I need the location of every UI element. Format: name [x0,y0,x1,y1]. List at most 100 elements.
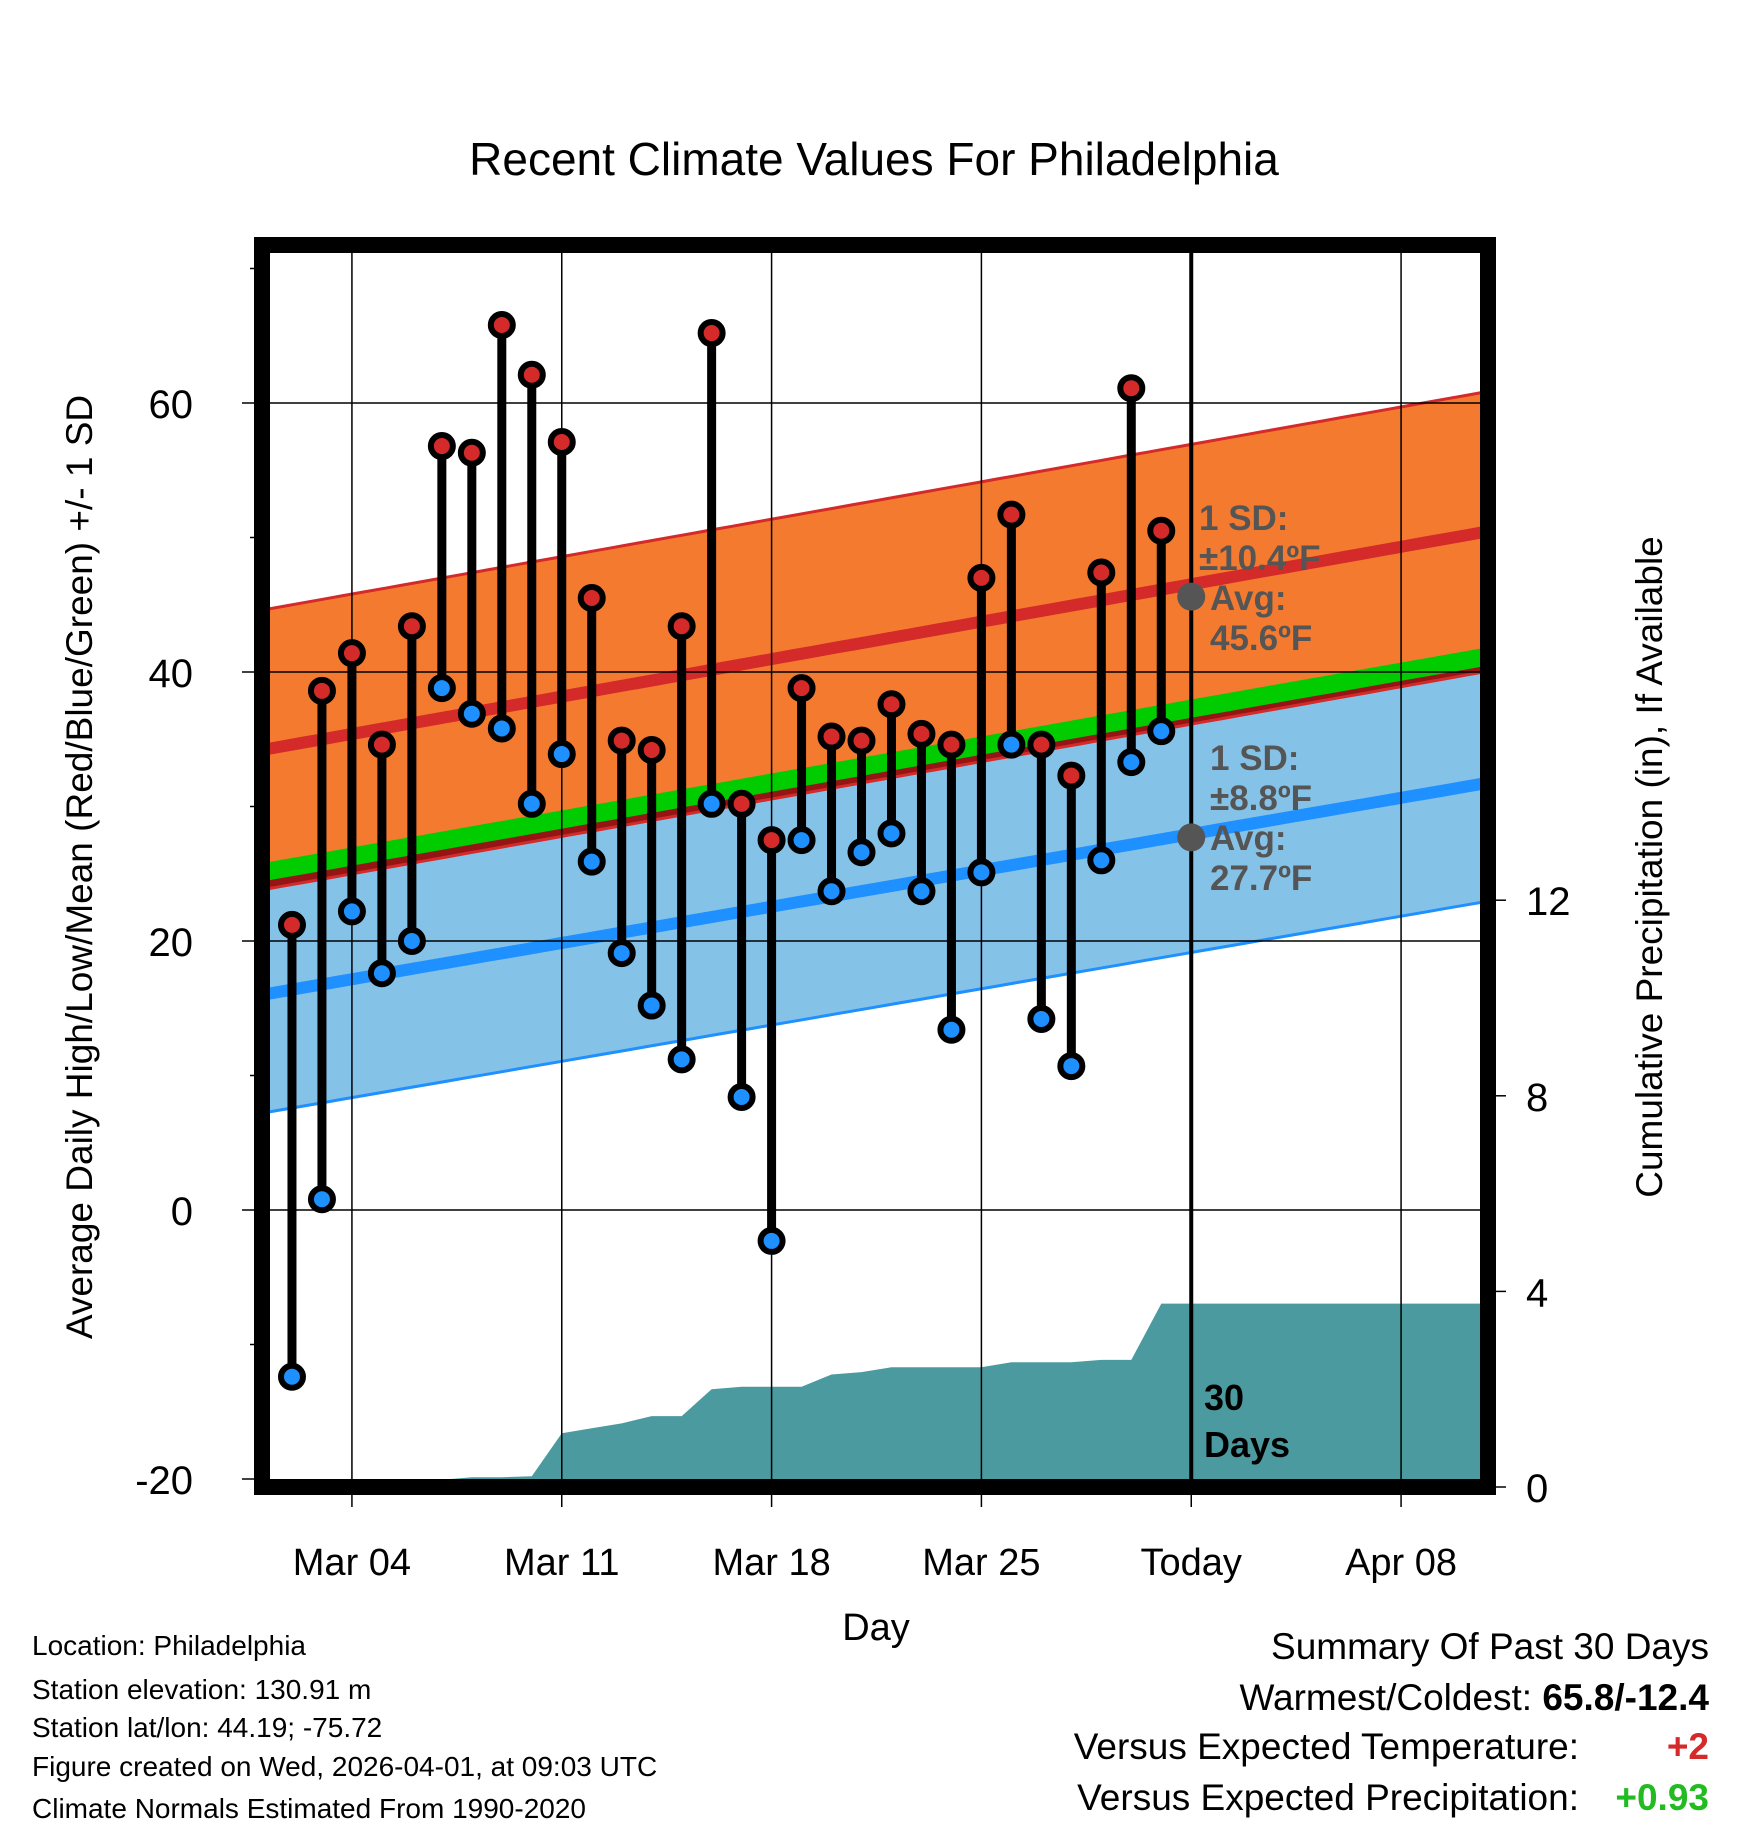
latlon-text: Station lat/lon: 44.19; -75.72 [32,1712,383,1743]
daily-low-point [667,1045,696,1074]
daily-high-point [667,612,696,641]
daily-high-point [517,360,546,389]
daily-low-point [847,838,876,867]
daily-high-point [277,910,306,939]
daily-high-point [1027,730,1056,759]
daily-high-point [697,319,726,348]
daily-high-point [427,432,456,461]
daily-low-point [637,991,666,1020]
x-tick-label: Mar 18 [712,1542,830,1584]
x-axis-label: Day [842,1607,910,1649]
daily-high-point [1087,558,1116,587]
y-tick-label-right: 8 [1526,1076,1548,1120]
daily-low-point [517,789,546,818]
normals-text: Climate Normals Estimated From 1990-2020 [32,1793,586,1824]
daily-low-point [997,730,1026,759]
y-axis-label-right: Cumulative Precipitation (in), If Availa… [1629,536,1670,1198]
low-sd-lower-edge [262,899,1488,1115]
low-sd-value: ±8.8ºF [1210,779,1312,818]
daily-high-point [787,674,816,703]
high-sd-upper-edge [262,389,1488,612]
high-avg-value: 45.6ºF [1210,619,1312,658]
location-text: Location: Philadelphia [32,1630,306,1661]
x-tick-label: Apr 08 [1345,1542,1457,1584]
daily-high-point [487,310,516,339]
daily-low-point [937,1015,966,1044]
daily-low-point [367,959,396,988]
daily-low-point [1027,1005,1056,1034]
normal-low-line [262,776,1488,1001]
x-tick-label: Mar 04 [293,1542,411,1584]
window-label-number: 30 [1204,1377,1244,1418]
high-sd-value: ±10.4ºF [1199,539,1321,578]
daily-low-point [697,789,726,818]
y-tick-label-right: 12 [1526,880,1571,924]
high-sd-label: 1 SD: [1199,499,1288,538]
warm-cold-value: 65.8/-12.4 [1542,1677,1709,1718]
window-label-days: Days [1204,1424,1290,1465]
summary-temp: Versus Expected Temperature: +2 [1074,1726,1709,1768]
summary-title: Summary Of Past 30 Days [1271,1626,1709,1667]
daily-high-point [997,500,1026,529]
high-sd-lower-edge [262,669,1488,892]
daily-low-point [1147,717,1176,746]
daily-high-point [907,719,936,748]
plot-frame [254,237,1496,1495]
daily-low-point [607,939,636,968]
daily-high-point [1147,516,1176,545]
precip-area [262,1303,1488,1487]
daily-low-point [967,858,996,887]
daily-low-point [1117,748,1146,777]
y-tick-label-left: 40 [149,652,194,696]
low-avg-value: 27.7ºF [1210,859,1312,898]
warm-cold-label: Warmest/Coldest: [1239,1677,1543,1718]
daily-low-point [547,740,576,769]
daily-low-point [337,897,366,926]
daily-low-point [487,714,516,743]
daily-high-point [1057,761,1086,790]
daily-high-point [1117,374,1146,403]
daily-high-point [877,690,906,719]
daily-high-point [397,612,426,641]
daily-low-point [397,927,426,955]
daily-high-point [577,584,606,613]
y-tick-label-right: 4 [1526,1271,1548,1315]
summary-warm-cold: Warmest/Coldest: 65.8/-12.4 [1239,1677,1709,1719]
chart-title: Recent Climate Values For Philadelphia [469,133,1279,185]
y-axis-label-left: Average Daily High/Low/Mean (Red/Blue/Gr… [59,395,100,1339]
elevation-text: Station elevation: 130.91 m [32,1674,372,1705]
daily-high-point [337,639,366,668]
daily-low-point [817,877,846,906]
daily-high-point [607,726,636,755]
daily-high-point [817,722,846,751]
daily-high-point [847,726,876,755]
daily-low-point [727,1083,756,1112]
daily-high-point [457,438,486,467]
daily-high-point [367,730,396,759]
high-avg-marker [1177,582,1206,611]
x-tick-label: Mar 11 [504,1542,619,1584]
daily-low-point [427,674,456,703]
daily-low-point [577,847,606,876]
x-tick-label: Today [1141,1542,1242,1584]
created-text: Figure created on Wed, 2026-04-01, at 09… [32,1751,658,1782]
daily-low-point [277,1362,306,1391]
y-tick-label-left: 20 [149,921,194,965]
x-tick-label: Mar 25 [922,1542,1040,1584]
y-tick-label-right: 0 [1526,1467,1548,1511]
y-tick-label-left: 60 [149,383,194,427]
daily-high-point [637,736,666,765]
daily-low-point [877,819,906,848]
sd-overlap-band [262,664,1488,890]
y-tick-label-left: 0 [171,1190,193,1234]
low-avg-label: Avg: [1210,819,1286,858]
temp-label: Versus Expected Temperature: [1073,1726,1579,1767]
precip-value: +0.93 [1615,1777,1709,1818]
daily-high-point [937,730,966,759]
low-avg-marker [1177,823,1206,852]
daily-high-point [307,676,336,705]
daily-low-point [307,1185,336,1214]
daily-high-point [727,789,756,818]
precip-label: Versus Expected Precipitation: [1077,1777,1579,1818]
